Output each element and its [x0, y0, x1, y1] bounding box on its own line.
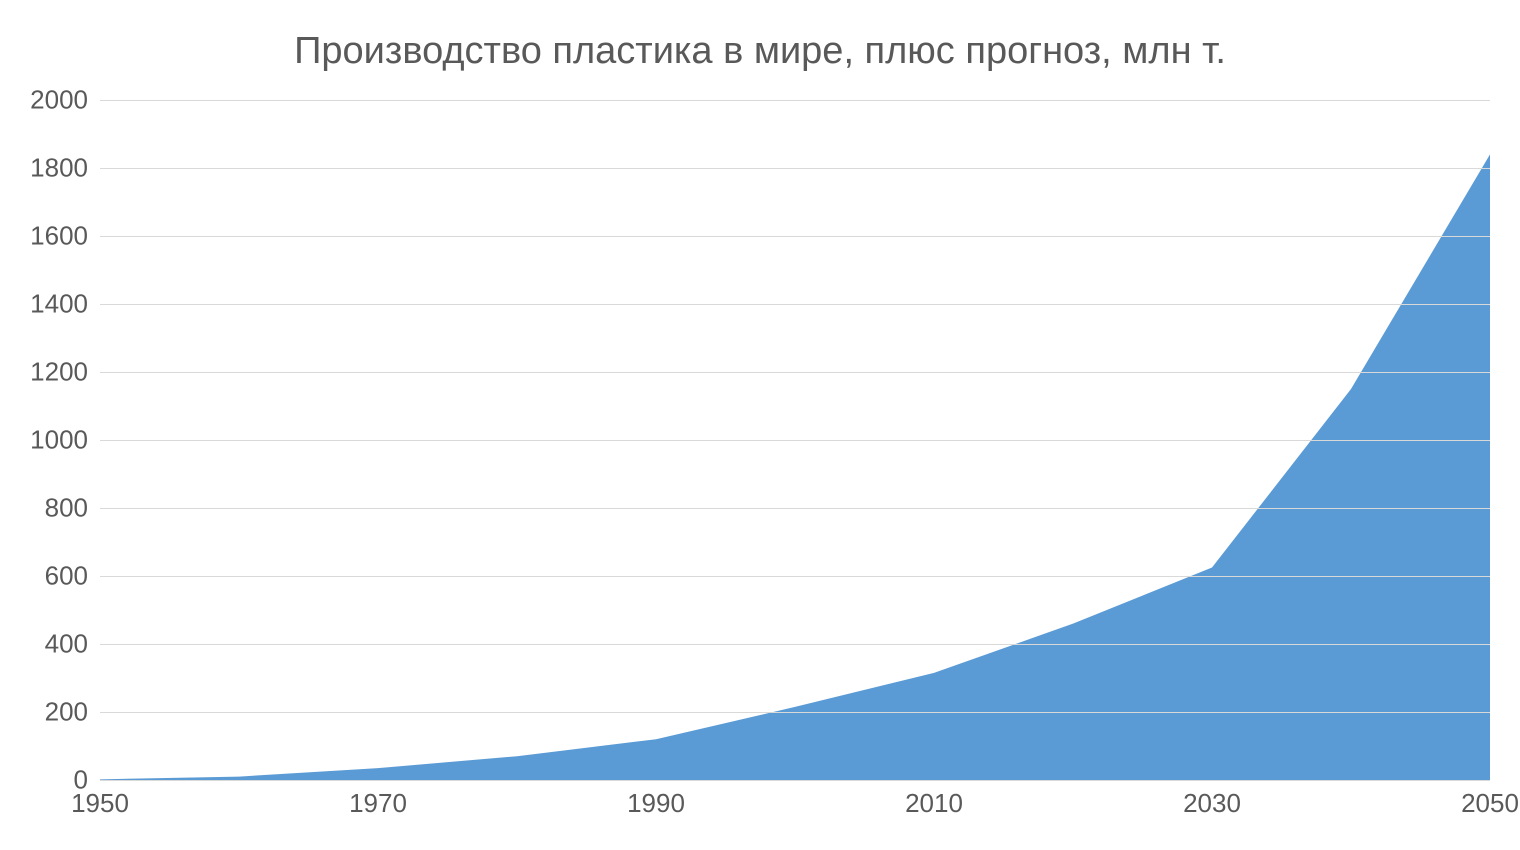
grid-line [100, 168, 1490, 169]
x-tick-label: 2050 [1461, 788, 1519, 819]
chart-title: Производство пластика в мире, плюс прогн… [0, 0, 1520, 83]
x-tick-label: 2010 [905, 788, 963, 819]
y-tick-label: 200 [45, 697, 88, 728]
grid-line [100, 440, 1490, 441]
y-tick-label: 400 [45, 629, 88, 660]
y-tick-label: 600 [45, 561, 88, 592]
y-tick-label: 2000 [30, 85, 88, 116]
x-tick-label: 1990 [627, 788, 685, 819]
grid-line [100, 100, 1490, 101]
y-tick-label: 1600 [30, 221, 88, 252]
y-tick-label: 1400 [30, 289, 88, 320]
grid-line [100, 644, 1490, 645]
grid-line [100, 508, 1490, 509]
x-tick-label: 1950 [71, 788, 129, 819]
area-polygon [100, 154, 1490, 780]
grid-line [100, 712, 1490, 713]
grid-line [100, 304, 1490, 305]
y-tick-label: 1000 [30, 425, 88, 456]
y-tick-label: 800 [45, 493, 88, 524]
y-tick-label: 1800 [30, 153, 88, 184]
x-tick-label: 2030 [1183, 788, 1241, 819]
x-axis: 195019701990201020302050 [100, 780, 1490, 830]
grid-line [100, 236, 1490, 237]
grid-line [100, 372, 1490, 373]
grid-line [100, 576, 1490, 577]
x-tick-label: 1970 [349, 788, 407, 819]
y-tick-label: 1200 [30, 357, 88, 388]
y-axis: 0200400600800100012001400160018002000 [0, 100, 100, 780]
plot-area [100, 100, 1490, 780]
chart-container: Производство пластика в мире, плюс прогн… [0, 0, 1520, 850]
